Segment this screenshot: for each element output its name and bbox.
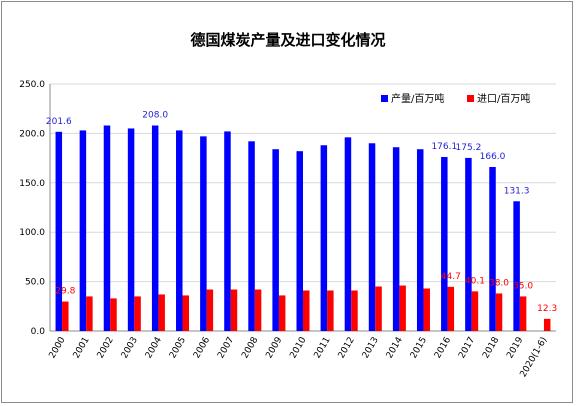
bar-import-2000 (62, 301, 69, 331)
legend: 产量/百万吨 进口/百万吨 (381, 92, 530, 105)
bar-import-2008 (254, 289, 262, 331)
data-label-production: 175.2 (456, 143, 482, 153)
x-tick-label: 2018 (481, 335, 501, 360)
data-label-import: 40.1 (465, 276, 485, 286)
bar-import-2001 (86, 296, 93, 331)
x-tick-label: 2014 (385, 335, 405, 360)
bar-production-2019 (513, 201, 520, 331)
bar-import-2011 (327, 290, 334, 331)
x-tick-label: 2019 (505, 335, 525, 360)
data-label-import: 38.0 (489, 278, 509, 288)
data-label-production: 208.0 (142, 110, 168, 120)
bar-import-2003 (134, 296, 141, 331)
legend-label: 产量/百万吨 (391, 92, 444, 105)
bar-production-2008 (248, 141, 255, 331)
bar-production-2010 (296, 151, 303, 331)
chart-title: 德国煤炭产量及进口变化情况 (190, 31, 385, 49)
bar-production-2001 (79, 130, 87, 331)
bar-production-2016 (441, 157, 448, 331)
bar-production-2002 (103, 125, 111, 331)
x-tick-label: 2012 (337, 336, 357, 361)
x-tick-label: 2017 (457, 336, 477, 361)
x-tick-label: 2009 (264, 335, 284, 360)
x-tick-label: 2006 (192, 335, 212, 360)
bar-production-2004 (151, 125, 159, 331)
bar-production-2007 (224, 131, 231, 331)
y-tick-label: 50.0 (25, 278, 45, 288)
data-label-production: 166.0 (480, 152, 506, 162)
data-label-import: 29.8 (55, 287, 75, 297)
bar-production-2003 (127, 128, 135, 331)
bar-import-2006 (206, 289, 214, 331)
x-tick-label: 2015 (409, 336, 429, 361)
legend-label: 进口/百万吨 (477, 92, 530, 105)
bar-production-2017 (465, 157, 472, 331)
bar-production-2018 (489, 166, 496, 331)
bars (55, 125, 551, 331)
bar-import-2013 (375, 286, 382, 331)
bar-production-2011 (320, 145, 328, 331)
x-tick-label: 2011 (313, 336, 333, 361)
bar-production-2006 (200, 136, 207, 331)
bar-production-2005 (176, 130, 183, 331)
data-label-production: 176.1 (431, 142, 457, 152)
x-tick-label: 2010 (288, 335, 308, 360)
y-tick-label: 0.0 (31, 327, 46, 337)
bar-production-2013 (368, 143, 376, 331)
bar-production-2009 (272, 149, 279, 331)
data-label-import: 44.7 (441, 272, 461, 282)
bar-import-2014 (399, 285, 406, 331)
bar-import-2016 (447, 286, 455, 331)
x-tick-label: 2016 (433, 335, 453, 360)
y-tick-label: 150.0 (19, 179, 45, 189)
y-tick-label: 100.0 (19, 228, 45, 238)
x-tick-label: 2007 (216, 336, 236, 361)
x-tick-label: 2004 (144, 335, 164, 360)
x-tick-label: 2000 (48, 335, 68, 360)
x-tick-label: 2003 (120, 336, 140, 361)
x-tick-label: 2002 (96, 336, 116, 361)
bar-production-2015 (416, 149, 424, 331)
bar-production-2000 (55, 131, 63, 331)
x-tick-label: 2001 (72, 336, 92, 361)
bar-import-2019 (519, 296, 527, 331)
y-tick-label: 250.0 (19, 80, 45, 90)
x-tick-label: 2008 (240, 335, 260, 360)
y-axis: 0.0 50.0 100.0 150.0 200.0 250.0 (19, 80, 51, 337)
bar-import-2020(1-6) (543, 318, 551, 331)
bar-import-2012 (351, 290, 358, 331)
bar-import-2007 (230, 289, 238, 331)
bar-production-2012 (344, 137, 352, 331)
x-tick-label: 2013 (361, 336, 381, 361)
bar-import-2005 (182, 295, 190, 331)
bar-production-2014 (392, 147, 400, 331)
x-axis: 2000 2001 2002 2003 2004 2005 2006 2007 2008 2009… (48, 335, 550, 379)
data-label-production: 201.6 (46, 117, 72, 127)
data-label-production: 131.3 (504, 186, 530, 196)
bar-import-2017 (471, 291, 479, 331)
bar-import-2018 (495, 293, 503, 331)
data-label-import: 12.3 (537, 304, 557, 314)
x-tick-label: 2005 (168, 336, 188, 361)
bar-import-2015 (423, 288, 430, 331)
legend-swatch (381, 95, 388, 102)
data-labels: 201.6 29.8 208.0 176.1 44.7 175.2 40.1 166.0 38.… (46, 110, 557, 313)
bar-import-2002 (110, 298, 117, 331)
data-label-import: 35.0 (513, 281, 533, 291)
legend-swatch (467, 95, 474, 102)
bar-import-2004 (158, 294, 165, 331)
bar-import-2010 (303, 290, 310, 331)
y-tick-label: 200.0 (19, 129, 45, 139)
bar-import-2009 (278, 295, 286, 331)
